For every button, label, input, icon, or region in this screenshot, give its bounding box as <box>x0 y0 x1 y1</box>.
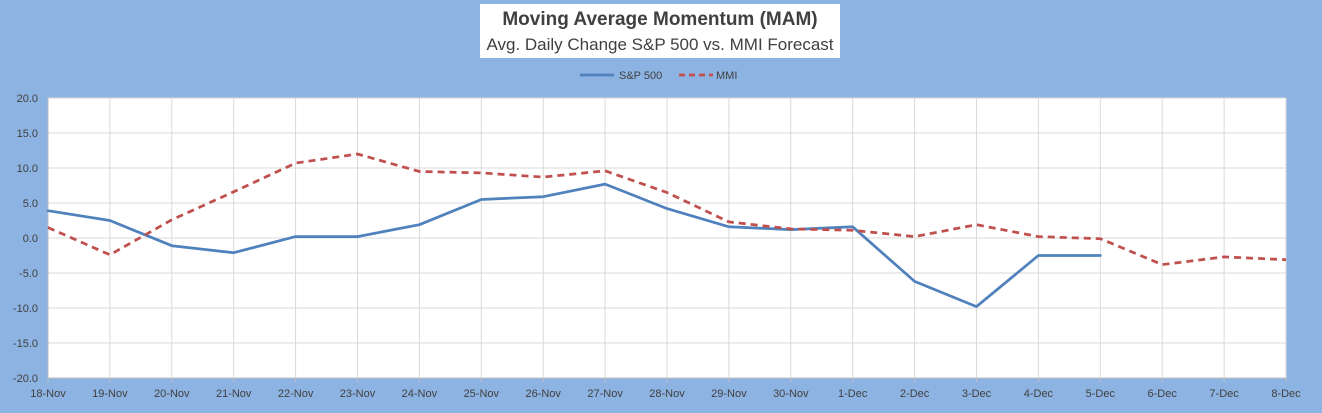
y-tick-label: -20.0 <box>13 373 38 385</box>
y-tick-label: 5.0 <box>23 198 38 210</box>
chart-title: Moving Average Momentum (MAM) <box>502 9 818 30</box>
x-tick-label: 23-Nov <box>340 388 376 400</box>
series-lines <box>46 152 1287 308</box>
legend: S&P 500 MMI <box>580 70 737 82</box>
x-tick-label: 7-Dec <box>1209 388 1239 400</box>
y-tick-label: 15.0 <box>17 128 38 140</box>
y-tick-label: -10.0 <box>13 303 38 315</box>
x-tick-label: 6-Dec <box>1148 388 1178 400</box>
series-line-s-p-500 <box>46 182 1102 308</box>
x-tick-label: 21-Nov <box>216 388 252 400</box>
x-tick-label: 2-Dec <box>900 388 930 400</box>
x-tick-label: 26-Nov <box>525 388 561 400</box>
x-tick-label: 20-Nov <box>154 388 190 400</box>
x-tick-label: 28-Nov <box>649 388 685 400</box>
x-tick-label: 30-Nov <box>773 388 809 400</box>
x-tick-label: 27-Nov <box>587 388 623 400</box>
x-tick-label: 5-Dec <box>1086 388 1116 400</box>
x-tick-label: 8-Dec <box>1271 388 1301 400</box>
chart-subtitle: Avg. Daily Change S&P 500 vs. MMI Foreca… <box>486 35 834 54</box>
legend-label-s-p-500: S&P 500 <box>619 70 662 82</box>
x-tick-label: 22-Nov <box>278 388 314 400</box>
x-tick-label: 4-Dec <box>1024 388 1054 400</box>
y-tick-label: -5.0 <box>19 268 38 280</box>
series-line-mmi <box>47 152 1287 266</box>
x-tick-label: 25-Nov <box>464 388 500 400</box>
x-tick-label: 1-Dec <box>838 388 868 400</box>
y-tick-label: 10.0 <box>17 163 38 175</box>
chart-title-box: Moving Average Momentum (MAM) Avg. Daily… <box>480 4 840 58</box>
y-tick-label: 0.0 <box>23 233 38 245</box>
y-tick-label: -15.0 <box>13 338 38 350</box>
axes: 20.0 15.0 10.0 5.0 0.0 -5.0 -10.0 -15.0 -20.0 18-… <box>13 93 1301 400</box>
x-tick-label: 18-Nov <box>30 388 66 400</box>
x-tick-label: 19-Nov <box>92 388 128 400</box>
x-tick-label: 24-Nov <box>402 388 438 400</box>
y-tick-label: 20.0 <box>17 93 38 105</box>
legend-label-mmi: MMI <box>716 70 737 82</box>
x-tick-label: 29-Nov <box>711 388 747 400</box>
x-tick-label: 3-Dec <box>962 388 992 400</box>
